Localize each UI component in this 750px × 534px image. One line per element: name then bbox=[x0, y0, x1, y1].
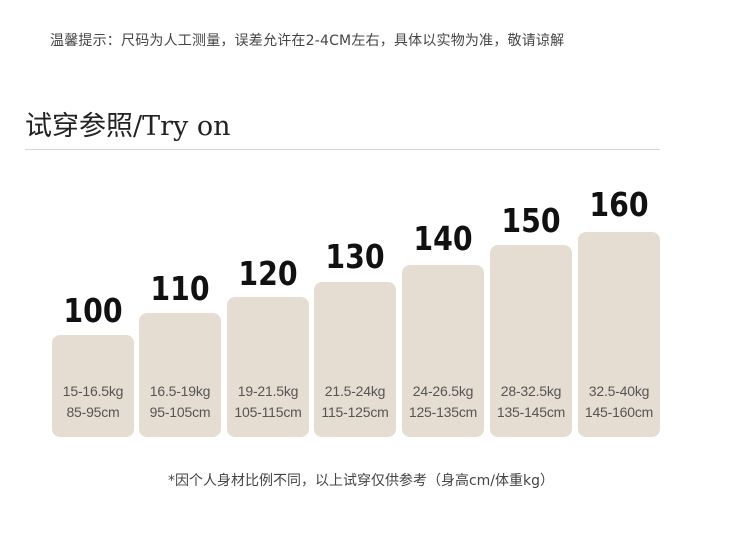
size-column-120: 120 19-21.5kg 105-115cm bbox=[227, 0, 309, 534]
height-range: 95-105cm bbox=[149, 404, 211, 420]
size-card bbox=[578, 232, 660, 437]
weight-range: 24-26.5kg bbox=[412, 383, 474, 399]
height-range: 105-115cm bbox=[234, 404, 302, 420]
size-column-140: 140 24-26.5kg 125-135cm bbox=[402, 0, 484, 534]
size-card bbox=[314, 282, 396, 437]
size-column-130: 130 21.5-24kg 115-125cm bbox=[314, 0, 396, 534]
height-range: 145-160cm bbox=[584, 404, 654, 420]
size-card bbox=[227, 297, 309, 437]
section-title: 试穿参照/Try on bbox=[25, 111, 231, 142]
weight-range: 28-32.5kg bbox=[500, 383, 562, 399]
size-column-100: 100 15-16.5kg 85-95cm bbox=[52, 0, 134, 534]
size-label: 110 bbox=[150, 269, 210, 308]
size-label: 130 bbox=[325, 237, 385, 276]
height-range: 135-145cm bbox=[496, 404, 566, 420]
size-column-110: 110 16.5-19kg 95-105cm bbox=[139, 0, 221, 534]
weight-range: 15-16.5kg bbox=[62, 383, 124, 399]
weight-range: 32.5-40kg bbox=[588, 383, 650, 399]
notice-text: 温馨提示：尺码为人工测量，误差允许在2-4CM左右，具体以实物为准，敬请谅解 bbox=[50, 33, 565, 49]
size-card bbox=[490, 245, 572, 437]
size-label: 150 bbox=[501, 201, 561, 240]
size-card bbox=[52, 335, 134, 437]
weight-range: 19-21.5kg bbox=[237, 383, 299, 399]
height-range: 125-135cm bbox=[408, 404, 478, 420]
size-column-150: 150 28-32.5kg 135-145cm bbox=[490, 0, 572, 534]
size-column-160: 160 32.5-40kg 145-160cm bbox=[578, 0, 660, 534]
size-label: 120 bbox=[238, 254, 298, 293]
size-card bbox=[402, 265, 484, 437]
weight-range: 21.5-24kg bbox=[324, 383, 386, 399]
weight-range: 16.5-19kg bbox=[149, 383, 211, 399]
size-label: 160 bbox=[589, 185, 649, 224]
size-label: 140 bbox=[413, 219, 473, 258]
footnote: *因个人身材比例不同，以上试穿仅供参考（身高cm/体重kg） bbox=[167, 473, 555, 489]
height-range: 115-125cm bbox=[321, 404, 389, 420]
size-label: 100 bbox=[63, 291, 123, 330]
height-range: 85-95cm bbox=[66, 404, 120, 420]
size-card bbox=[139, 313, 221, 437]
title-divider bbox=[25, 149, 660, 150]
